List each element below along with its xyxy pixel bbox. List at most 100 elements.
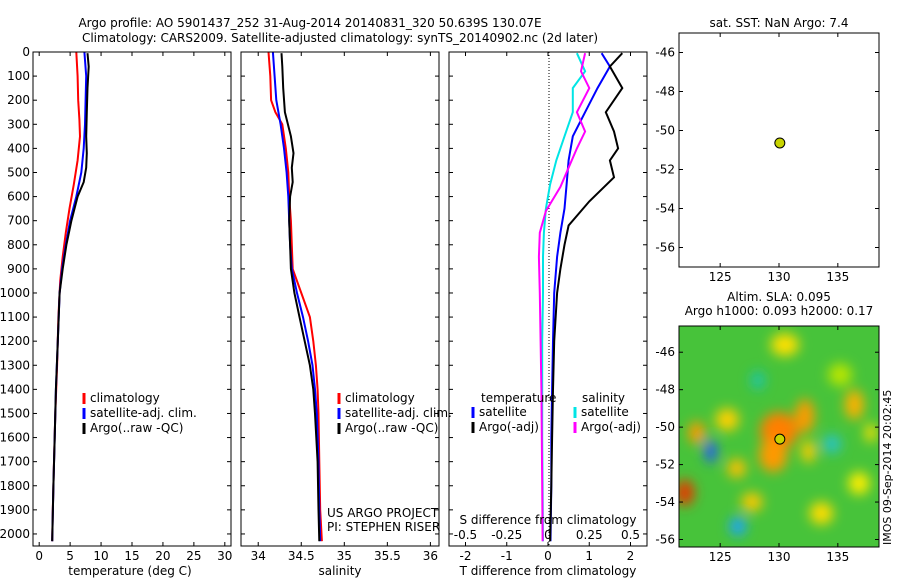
temperature-panel: 0 5 10 15 20 25 300100200300400500600700800900… [0, 45, 232, 578]
y-tick-label: -46 [655, 46, 675, 60]
legend-label: satellite-adj. clim. [90, 406, 197, 420]
imos-timestamp: IMOS 09-Sep-2014 20:02:45 [881, 390, 894, 545]
y-tick-label: -48 [655, 85, 675, 99]
credit-project: US ARGO PROJECT [327, 506, 439, 520]
profile-line-argorawqc [51, 53, 90, 542]
profile-line-climatology [51, 51, 82, 542]
sla-anomaly-blob [715, 408, 739, 431]
sla-anomaly-blob [828, 363, 852, 386]
y-tick-label: 600 [7, 190, 30, 204]
altimetry-title-line1: Altim. SLA: 0.095 [727, 290, 831, 304]
sla-anomaly-blob [729, 517, 747, 536]
temperature-axes-frame [32, 51, 232, 547]
x-tick-label: 2 [627, 549, 635, 563]
legend-label: Argo(..raw -QC) [90, 421, 183, 435]
location-axes-frame [678, 32, 880, 268]
sla-anomaly-blob [801, 440, 816, 463]
y-tick-label: -56 [655, 533, 675, 547]
profile-line-satellite [549, 52, 612, 542]
y-tick-label: 1200 [0, 334, 30, 348]
profile-line-satelliteadjclim [271, 51, 322, 542]
y-tick-label: 1300 [0, 358, 30, 372]
difference-top-xlabel: S difference from climatology [460, 513, 637, 527]
profile-line-climatology [267, 51, 323, 542]
y-tick-label: 800 [7, 238, 30, 252]
y-tick-label: -52 [655, 458, 675, 472]
x-tick-label: 135 [826, 550, 849, 564]
y-tick-label: -54 [655, 202, 675, 216]
sla-anomaly-blob [679, 479, 695, 506]
sla-anomaly-blob [750, 370, 765, 390]
y-tick-label: 1900 [0, 503, 30, 517]
legend-label: climatology [345, 391, 415, 405]
legend-label: satellite-adj. clim. [345, 406, 452, 420]
y-tick-label: 1800 [0, 479, 30, 493]
location-map-panel: sat. SST: NaN Argo: 7.4 125 130 135 -46 -48 -… [655, 16, 880, 284]
y-tick-label: 100 [7, 69, 30, 83]
legend-label: Argo(-adj) [479, 420, 539, 434]
legend-label: Argo(..raw -QC) [345, 421, 438, 435]
sla-anomaly-blob [795, 399, 815, 433]
y-tick-label: 1500 [0, 406, 30, 420]
altimetry-title-line2: Argo h1000: 0.093 h2000: 0.17 [685, 304, 874, 318]
sla-anomaly-blob [770, 333, 799, 356]
x-tick-label: 34 [251, 549, 266, 563]
difference-xlabel: T difference from climatology [459, 564, 637, 578]
x-tick-label: 135 [826, 270, 849, 284]
x-tick-label: 20 [155, 549, 170, 563]
x-tick-label: 25 [186, 549, 201, 563]
credit-pi: PI: STEPHEN RISER [327, 520, 440, 534]
sla-anomaly-blob [688, 421, 705, 444]
altimetry-panel: Altim. SLA: 0.095 Argo h1000: 0.093 h200… [655, 290, 894, 564]
s-diff-tick-label: 0.5 [621, 528, 640, 542]
legend-label: climatology [90, 391, 160, 405]
y-tick-label: 2000 [0, 527, 30, 541]
sst-title: sat. SST: NaN Argo: 7.4 [710, 16, 849, 30]
sla-anomaly-blob [759, 438, 788, 473]
x-tick-label: 125 [709, 550, 732, 564]
y-tick-label: -52 [655, 163, 675, 177]
s-diff-tick-label: 0 [544, 528, 552, 542]
y-tick-label: 1600 [0, 431, 30, 445]
sla-anomaly-blob [822, 434, 842, 454]
sla-anomaly-blob [864, 423, 877, 443]
x-tick-label: 10 [93, 549, 108, 563]
legend-heading-salinity: salinity [582, 391, 625, 405]
difference-legend: temperature salinitysatelliteArgo(-adj)sa… [471, 391, 641, 434]
sla-anomaly-blob [727, 458, 747, 478]
legend-heading-temperature: temperature [481, 391, 556, 405]
y-tick-label: 400 [7, 141, 30, 155]
figure-title-line2: Climatology: CARS2009. Satellite-adjuste… [82, 31, 598, 45]
profile-line-argoadj [549, 52, 624, 542]
x-tick-label: 0 [35, 549, 43, 563]
y-tick-label: 700 [7, 214, 30, 228]
y-tick-label: -56 [655, 241, 675, 255]
x-tick-label: 35.5 [374, 549, 401, 563]
salinity-xlabel: salinity [318, 564, 361, 578]
difference-axes-frame [448, 51, 648, 547]
x-tick-label: -2 [460, 549, 472, 563]
sla-anomaly-blob [844, 389, 864, 420]
profile-line-argoadj [537, 52, 591, 542]
x-tick-label: 30 [217, 549, 232, 563]
y-tick-label: -50 [655, 124, 675, 138]
sla-anomaly-blob [741, 492, 763, 512]
x-tick-label: 130 [768, 550, 791, 564]
x-tick-label: 5 [66, 549, 74, 563]
y-tick-label: 1000 [0, 286, 30, 300]
x-tick-label: 34.5 [288, 549, 315, 563]
salinity-axes-frame [240, 51, 440, 547]
x-tick-label: -1 [501, 549, 513, 563]
legend-label: satellite [479, 405, 527, 419]
figure-title-line1: Argo profile: AO 5901437_252 31-Aug-2014… [78, 16, 541, 30]
legend-label: satellite [581, 405, 629, 419]
sla-anomaly-blob [809, 502, 834, 525]
x-tick-label: 1 [585, 549, 593, 563]
x-tick-label: 0 [544, 549, 552, 563]
salinity-panel: 34 34.5 35 35.5 36 salinity climatologysatel… [240, 51, 452, 578]
y-tick-label: -50 [655, 420, 675, 434]
sla-anomaly-blob [848, 472, 870, 495]
y-tick-label: 200 [7, 93, 30, 107]
